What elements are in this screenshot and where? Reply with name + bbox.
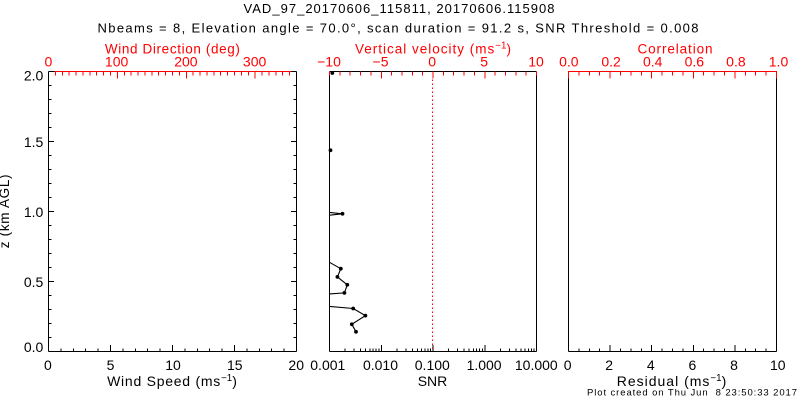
svg-text:0: 0 <box>428 54 436 70</box>
svg-text:300: 300 <box>243 54 267 70</box>
svg-text:z (km AGL): z (km AGL) <box>0 174 12 249</box>
svg-text:2.0: 2.0 <box>24 68 44 84</box>
svg-text:Wind Speed (ms−1): Wind Speed (ms−1) <box>107 373 237 389</box>
svg-text:1.5: 1.5 <box>24 134 44 150</box>
svg-text:SNR: SNR <box>418 373 448 389</box>
svg-text:4: 4 <box>647 357 655 373</box>
svg-text:0.100: 0.100 <box>415 357 450 373</box>
svg-text:100: 100 <box>105 54 129 70</box>
svg-text:1.0: 1.0 <box>769 54 789 70</box>
svg-text:VAD_97_20170606_115811, 201706: VAD_97_20170606_115811, 20170606.115908 <box>244 1 555 16</box>
svg-text:10: 10 <box>528 54 544 70</box>
svg-text:10: 10 <box>770 357 786 373</box>
svg-text:0.010: 0.010 <box>363 357 398 373</box>
svg-text:6: 6 <box>689 357 697 373</box>
svg-text:0.8: 0.8 <box>726 54 746 70</box>
svg-text:Vertical velocity (ms−1): Vertical velocity (ms−1) <box>355 41 511 57</box>
svg-text:0: 0 <box>564 357 572 373</box>
svg-text:Wind Direction (deg): Wind Direction (deg) <box>105 41 240 56</box>
svg-text:Correlation: Correlation <box>638 41 713 56</box>
svg-text:2: 2 <box>605 357 613 373</box>
svg-text:200: 200 <box>174 54 198 70</box>
svg-text:0: 0 <box>45 54 53 70</box>
svg-text:0.5: 0.5 <box>24 274 44 290</box>
svg-text:Nbeams = 8, Elevation angle =: Nbeams = 8, Elevation angle = 70.0°, sca… <box>98 20 699 35</box>
svg-text:0.0: 0.0 <box>559 54 579 70</box>
svg-text:Plot created on Thu Jun 8 23:: Plot created on Thu Jun 8 23:50:33 2017 <box>587 387 797 398</box>
svg-text:8: 8 <box>730 357 738 373</box>
svg-text:−5: −5 <box>373 54 389 70</box>
svg-text:5: 5 <box>480 54 488 70</box>
svg-text:10.000: 10.000 <box>515 357 558 373</box>
svg-text:0.0: 0.0 <box>24 339 44 355</box>
svg-text:0.2: 0.2 <box>601 54 621 70</box>
svg-text:Residual (ms−1): Residual (ms−1) <box>617 373 727 389</box>
svg-text:10: 10 <box>165 357 181 373</box>
svg-text:0.6: 0.6 <box>685 54 705 70</box>
svg-text:0.4: 0.4 <box>643 54 663 70</box>
svg-text:0: 0 <box>44 357 52 373</box>
svg-text:−10: −10 <box>317 54 341 70</box>
svg-text:0.001: 0.001 <box>310 357 345 373</box>
svg-text:5: 5 <box>107 357 115 373</box>
svg-text:15: 15 <box>227 357 243 373</box>
svg-text:1.0: 1.0 <box>24 204 44 220</box>
svg-text:20: 20 <box>288 357 304 373</box>
svg-text:1.000: 1.000 <box>467 357 502 373</box>
